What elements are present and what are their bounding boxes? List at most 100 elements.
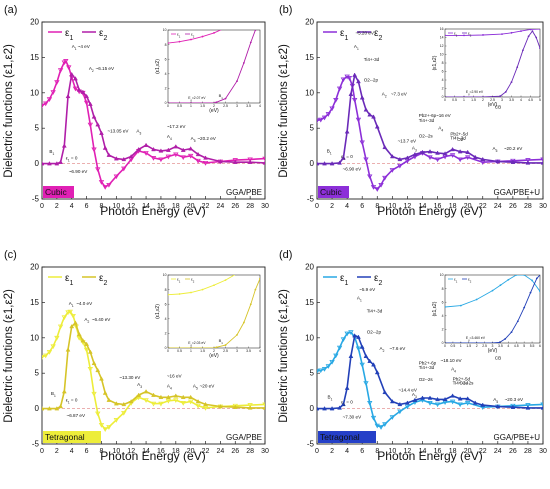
phase-tag-label: Tetragonal [45, 432, 85, 442]
inset-point-eps1 [491, 289, 494, 292]
inset-point-eps2 [504, 91, 507, 93]
inset-y-tick-label: 8 [442, 287, 444, 291]
point-eps2 [128, 154, 134, 159]
point-eps1 [457, 402, 463, 408]
point-eps2 [317, 406, 320, 411]
annotation: A5 [493, 146, 498, 153]
point-eps2 [76, 87, 82, 92]
legend-label: ε1 [65, 28, 73, 42]
x-tick-label: 2 [55, 203, 59, 210]
annotation: B1 [51, 391, 56, 398]
inset-gap-label: Eg=2.90 eV [466, 90, 484, 96]
point-eps2 [65, 347, 71, 352]
annotation: ~7.3 eV [391, 92, 408, 97]
inset-point-eps2 [539, 47, 540, 50]
point-eps1 [202, 405, 209, 411]
inset-y-tick-label: 4 [442, 314, 444, 318]
panel-b: (b)0 2 4 6 8 10 12 14 16 18 20 22 24 26 28 30-505101520… [278, 4, 547, 218]
annotation: B1 [49, 149, 54, 156]
inset-point-eps2 [254, 30, 257, 31]
x-tick-label: 8 [375, 203, 379, 210]
inset-point-eps1 [201, 288, 204, 291]
point-eps1 [91, 147, 97, 153]
point-eps1 [427, 155, 433, 161]
inset-point-eps1 [259, 0, 261, 2]
point-eps1 [247, 403, 253, 408]
point-eps1 [195, 158, 201, 164]
phase-tag-label: Cubic [45, 187, 67, 197]
point-eps2 [435, 396, 440, 402]
inset-line-eps2 [445, 275, 540, 343]
point-eps1 [95, 167, 101, 173]
point-eps2 [69, 71, 75, 77]
point-eps2 [427, 149, 433, 154]
point-eps2 [356, 78, 361, 84]
point-eps2 [99, 376, 104, 381]
inset-point-eps2 [531, 30, 534, 33]
point-eps1 [202, 160, 209, 166]
inset-x-tick-label: 3.5 [498, 344, 503, 348]
point-eps1 [389, 415, 396, 420]
annotation: A5 [191, 136, 196, 143]
inset-x-tick-label: 3 [236, 104, 238, 108]
point-eps2 [465, 149, 471, 155]
annotation: A1 [72, 44, 77, 51]
inset-point-eps2 [243, 321, 245, 324]
x-tick-label: 6 [85, 448, 89, 455]
inset-x-tick-label: 3 [501, 98, 503, 102]
x-tick-label: 18 [172, 203, 180, 210]
point-eps1 [46, 97, 53, 102]
annotation: O2--2p [367, 330, 382, 335]
point-eps1 [348, 330, 354, 335]
x-tick-label: 20 [464, 203, 472, 210]
inset-series-group [168, 275, 260, 348]
x-tick-label: 6 [85, 203, 89, 210]
point-eps2 [363, 107, 369, 112]
point-eps1 [42, 103, 45, 109]
point-eps2 [80, 338, 86, 343]
inset-point-eps1 [475, 298, 478, 301]
inset-y-tick-label: 10 [163, 28, 167, 32]
point-eps2 [374, 124, 380, 129]
point-eps2 [203, 155, 208, 160]
point-eps2 [106, 397, 112, 402]
inset-frame [444, 274, 541, 344]
annotation: ~20 eV [200, 383, 216, 388]
point-eps1 [397, 409, 403, 415]
point-eps1 [525, 403, 531, 408]
point-eps1 [50, 344, 56, 350]
y-tick-label: 0 [35, 404, 40, 413]
point-eps1 [333, 353, 339, 359]
inset-point-eps2 [168, 102, 169, 103]
y-tick-label: 0 [310, 404, 315, 413]
annotation: ~20.2 eV [197, 136, 216, 141]
x-tick-label: 0 [40, 448, 44, 455]
inset-point-eps1 [168, 42, 169, 45]
point-eps2 [95, 122, 101, 127]
point-eps1 [355, 117, 362, 123]
x-axis-label: Photon Energy (eV) [100, 449, 205, 463]
annotation: Ti4+-3d [453, 381, 469, 386]
point-eps1 [336, 86, 343, 92]
inset-series-group [445, 29, 540, 97]
inset-y-tick-label: 4 [165, 317, 167, 321]
point-eps1 [187, 399, 194, 405]
point-eps2 [173, 393, 179, 398]
point-eps2 [359, 95, 365, 100]
phase-tag-label: Cubic [320, 187, 342, 197]
point-eps1 [173, 152, 179, 158]
x-tick-label: 26 [509, 203, 517, 210]
point-eps1 [83, 347, 90, 353]
x-tick-label: 14 [419, 448, 427, 455]
annotation: Ti4+-3d [419, 365, 435, 370]
point-eps2 [232, 404, 238, 409]
inset-point-eps1 [190, 291, 192, 294]
point-eps2 [344, 129, 350, 134]
y-tick-label: 10 [305, 88, 314, 97]
point-eps1 [187, 153, 194, 159]
inset-x-tick-label: 0.5 [452, 98, 457, 102]
point-eps1 [113, 174, 120, 180]
inset-point-eps1 [531, 279, 533, 282]
point-eps2 [363, 353, 369, 358]
